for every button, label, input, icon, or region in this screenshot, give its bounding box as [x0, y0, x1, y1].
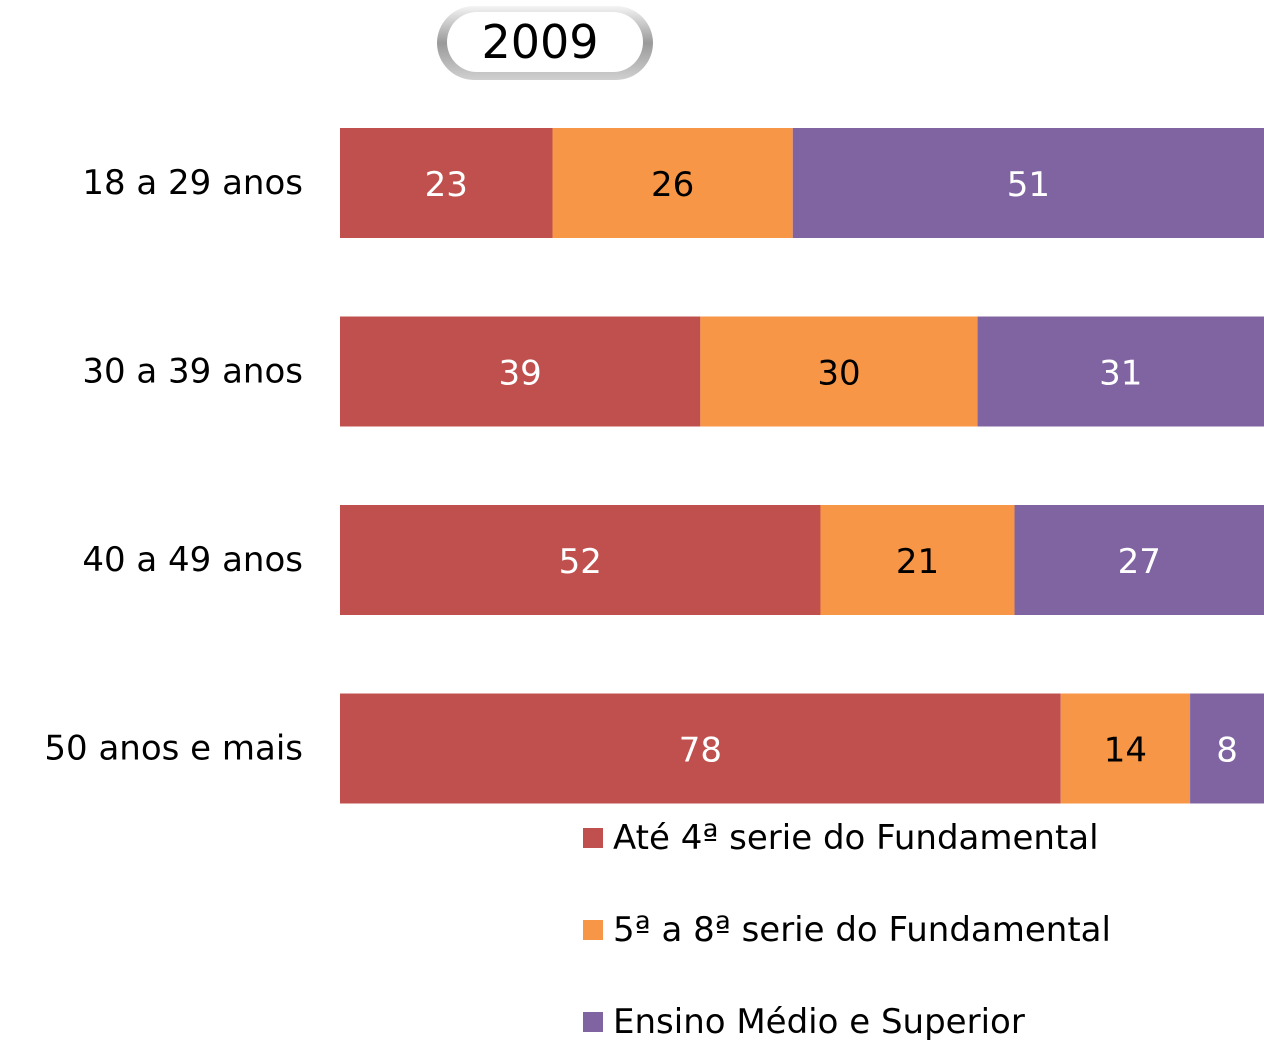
legend-swatch — [583, 1012, 603, 1032]
data-label: 51 — [1007, 165, 1050, 205]
data-label: 78 — [679, 731, 722, 771]
bar-segment — [792, 128, 1264, 238]
y-tick-label: 40 a 49 anos — [82, 540, 303, 580]
y-tick-label: 50 anos e mais — [44, 729, 303, 769]
bar-segment — [820, 505, 1015, 615]
data-label: 52 — [559, 542, 602, 582]
legend-label: Ensino Médio e Superior — [613, 1002, 1025, 1041]
legend-label: 5ª a 8ª serie do Fundamental — [613, 910, 1111, 950]
data-label: 30 — [817, 354, 860, 394]
bar-segment — [1014, 505, 1264, 615]
legend-swatch — [583, 828, 603, 848]
legend-label: Até 4ª serie do Fundamental — [613, 818, 1099, 858]
data-label: 21 — [896, 542, 939, 582]
bar-segment — [340, 316, 701, 427]
y-tick-label: 18 a 29 anos — [82, 163, 303, 203]
data-label: 14 — [1104, 731, 1147, 771]
y-tick-label: 30 a 39 anos — [82, 352, 303, 392]
bar-segment — [340, 505, 821, 615]
data-label: 39 — [499, 354, 542, 394]
data-label: 23 — [425, 165, 468, 205]
title-pill — [447, 12, 643, 72]
bar-segment — [340, 693, 1061, 804]
bar-segment — [340, 128, 553, 238]
bar-segment — [1190, 693, 1264, 804]
bar-segment — [552, 128, 793, 238]
data-label: 31 — [1099, 354, 1142, 394]
data-label: 8 — [1216, 731, 1238, 771]
chart-title: 2009 — [481, 15, 598, 69]
bar-segment — [700, 316, 978, 427]
data-label: 27 — [1118, 542, 1161, 582]
data-label: 26 — [651, 165, 694, 205]
bar-segment — [977, 316, 1264, 427]
legend-swatch — [583, 920, 603, 940]
bar-segment — [1060, 693, 1191, 804]
